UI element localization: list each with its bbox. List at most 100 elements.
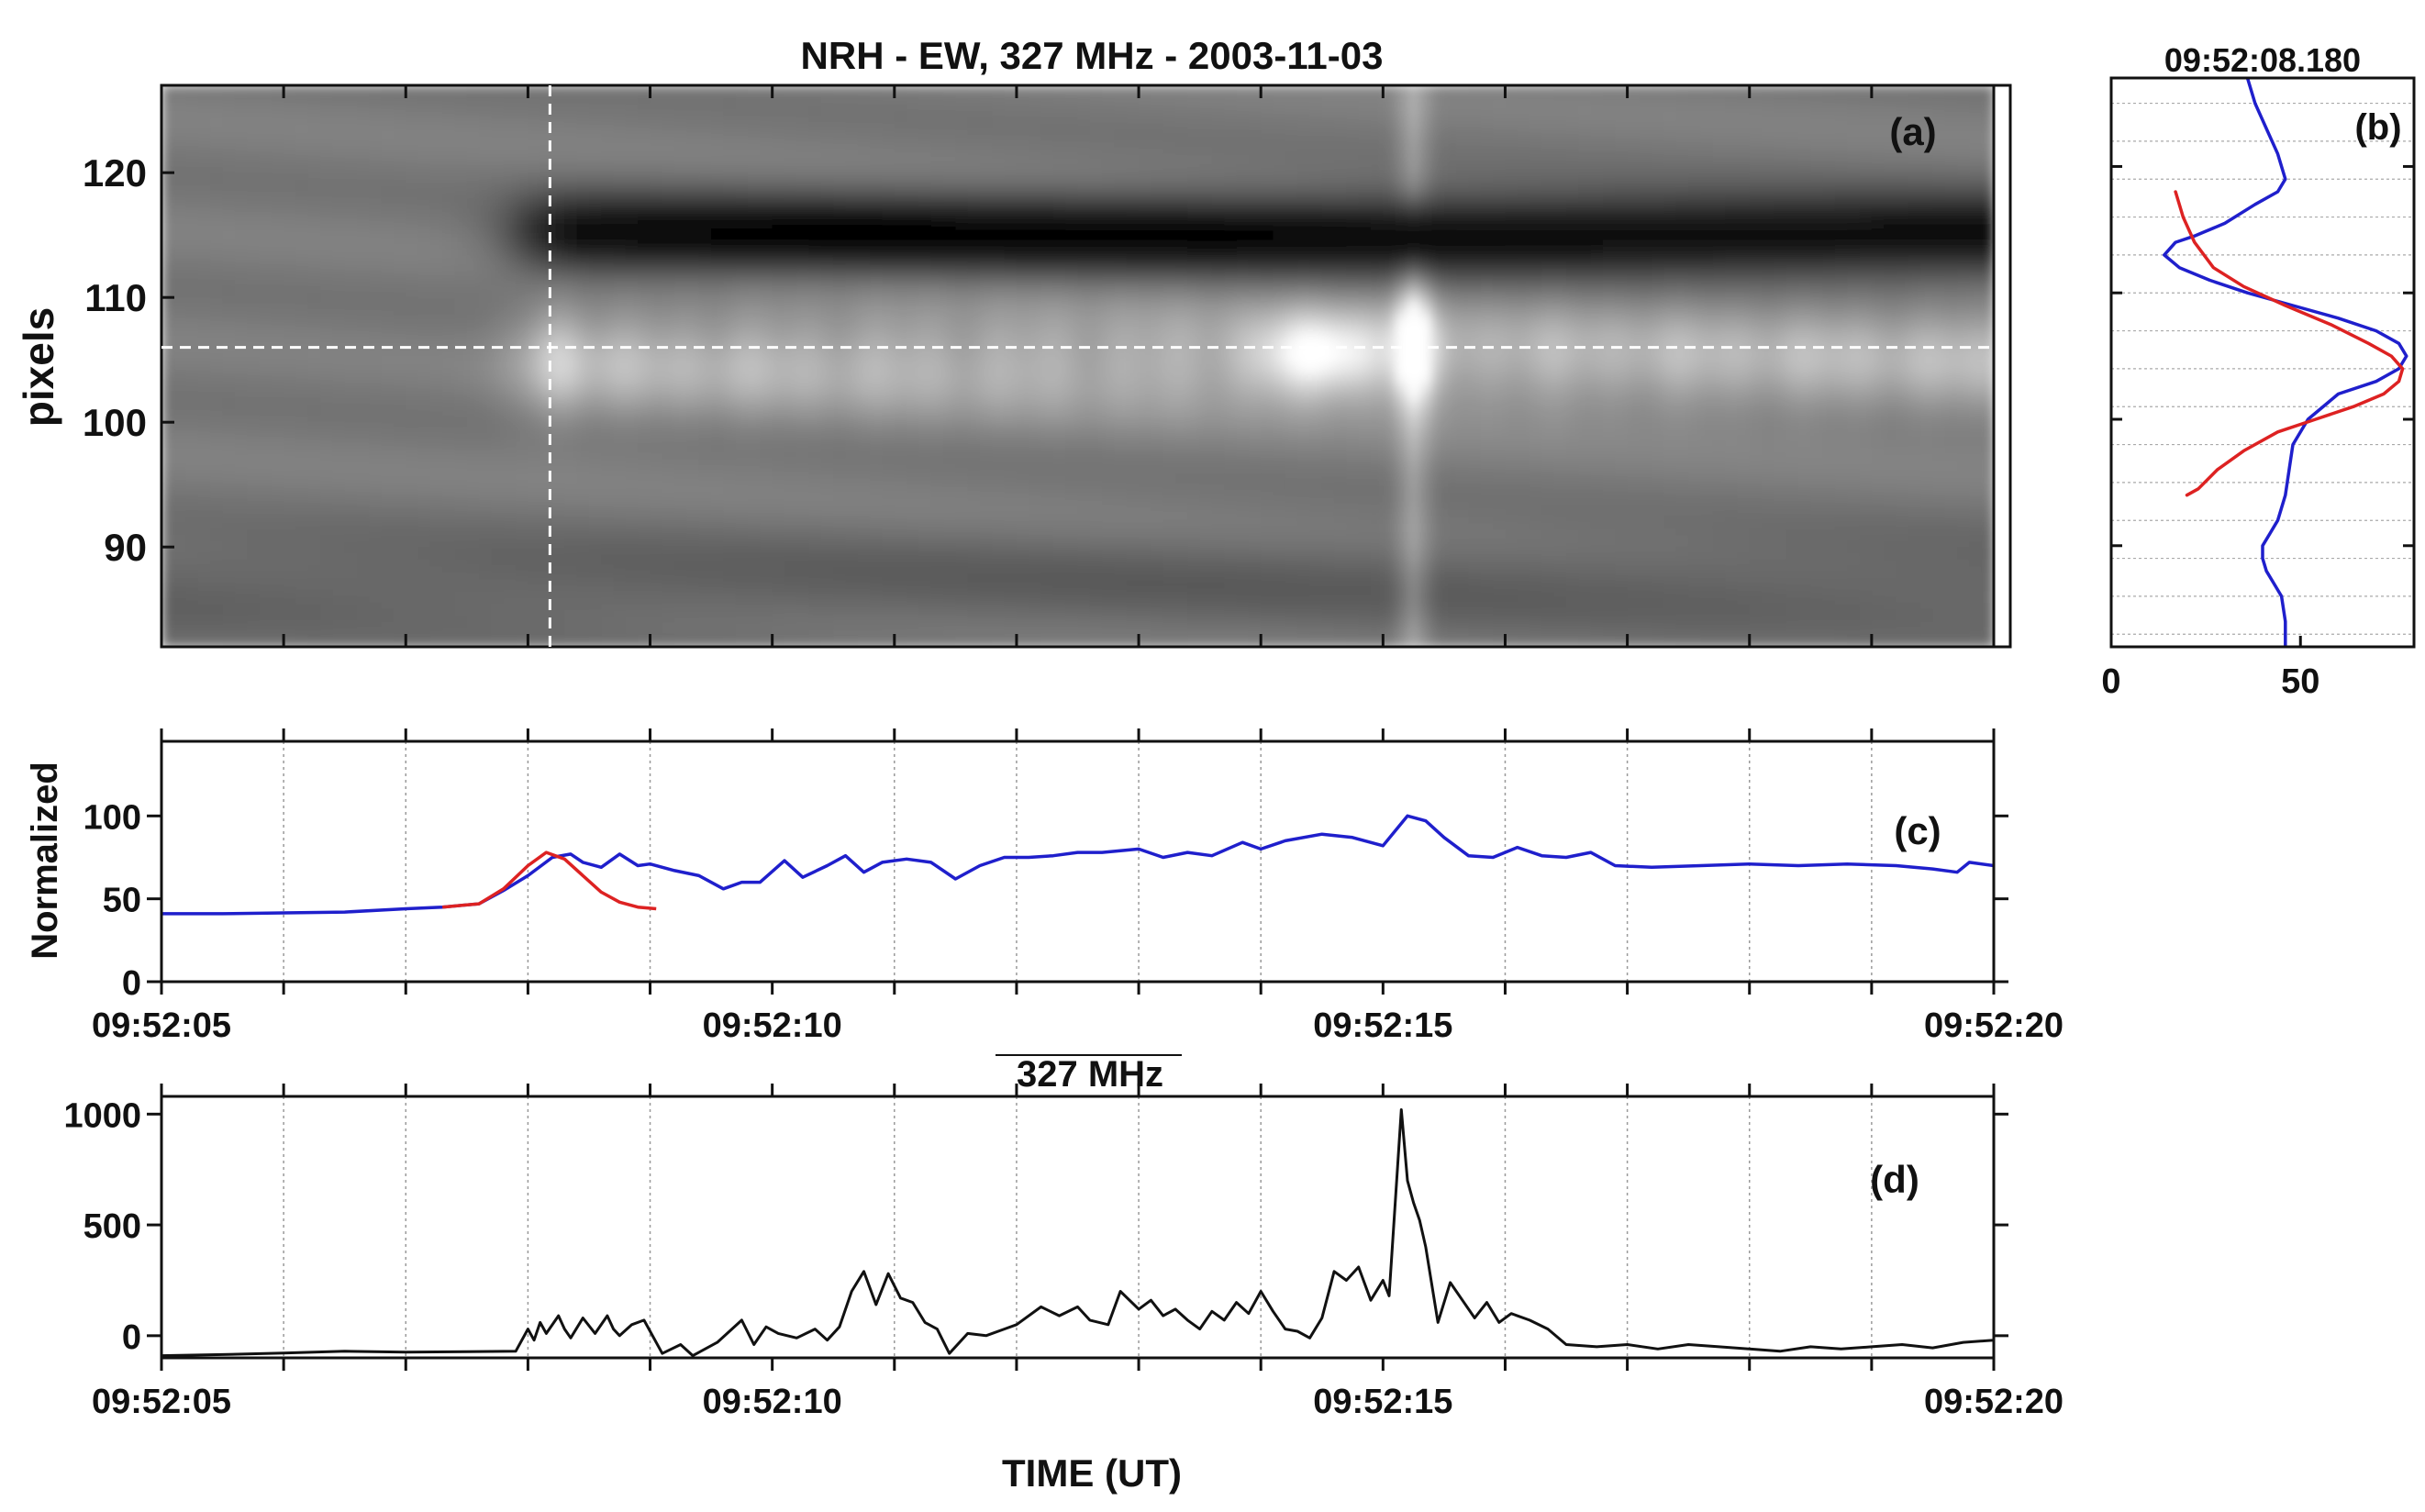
heatmap-cell	[601, 491, 615, 498]
heatmap-cell	[222, 153, 236, 161]
heatmap-cell	[564, 603, 578, 611]
heatmap-cell	[284, 372, 297, 380]
heatmap-cell	[820, 509, 835, 517]
heatmap-cell	[185, 372, 199, 380]
heatmap-cell	[625, 110, 640, 117]
heatmap-cell	[234, 447, 249, 455]
heatmap-cell	[234, 559, 249, 567]
heatmap-cell	[820, 603, 835, 611]
heatmap-cell	[735, 241, 749, 249]
heatmap-cell	[173, 578, 187, 585]
heatmap-cell	[197, 266, 212, 273]
heatmap-cell	[479, 384, 493, 393]
heatmap-cell	[748, 384, 762, 393]
heatmap-cell	[784, 328, 798, 336]
heatmap-cell	[210, 565, 224, 573]
heatmap-cell	[320, 472, 334, 480]
heatmap-cell	[454, 640, 468, 647]
heatmap-cell	[686, 453, 700, 461]
heatmap-cell	[760, 304, 773, 311]
heatmap-cell	[589, 309, 603, 317]
heatmap-cell	[528, 272, 541, 280]
heatmap-cell	[784, 85, 798, 93]
heatmap-cell	[332, 266, 346, 273]
heatmap-cell	[357, 166, 371, 174]
heatmap-cell	[185, 628, 199, 636]
heatmap-cell	[503, 434, 517, 442]
heatmap-cell	[711, 634, 725, 642]
heatmap-cell	[185, 135, 199, 143]
heatmap-cell	[284, 148, 297, 155]
heatmap-cell	[417, 141, 431, 149]
heatmap-cell	[796, 284, 810, 293]
heatmap-cell	[760, 453, 773, 461]
heatmap-cell	[833, 216, 847, 224]
heatmap-cell	[161, 216, 175, 224]
heatmap-cell	[259, 553, 273, 561]
heatmap-cell	[222, 416, 236, 424]
heatmap-cell	[723, 191, 737, 199]
heatmap-cell	[429, 104, 444, 112]
heatmap-cell	[686, 322, 700, 330]
heatmap-cell	[540, 335, 553, 342]
heatmap-cell	[307, 384, 322, 393]
heatmap-cell	[686, 166, 700, 174]
heatmap-cell	[479, 547, 493, 554]
heatmap-cell	[357, 228, 371, 237]
heatmap-cell	[576, 297, 590, 305]
heatmap-cell	[210, 204, 224, 211]
heatmap-cell	[332, 559, 346, 567]
heatmap-cell	[357, 397, 371, 405]
heatmap-cell	[344, 347, 358, 355]
heatmap-cell	[613, 596, 627, 605]
heatmap-cell	[381, 547, 395, 554]
heatmap-cell	[417, 328, 431, 336]
heatmap-cell	[748, 590, 762, 598]
heatmap-cell	[332, 565, 346, 573]
heatmap-cell	[234, 409, 249, 417]
heatmap-cell	[429, 478, 444, 486]
heatmap-cell	[357, 465, 371, 473]
heatmap-cell	[698, 235, 713, 242]
heatmap-cell	[576, 534, 590, 542]
heatmap-cell	[247, 104, 261, 112]
heatmap-cell	[307, 278, 322, 286]
heatmap-cell	[723, 148, 737, 155]
heatmap-cell	[564, 366, 578, 373]
heatmap-cell	[369, 141, 383, 149]
heatmap-cell	[625, 447, 640, 455]
heatmap-cell	[173, 522, 187, 529]
heatmap-cell	[210, 197, 224, 206]
heatmap-cell	[210, 172, 224, 180]
heatmap-cell	[516, 547, 529, 554]
heatmap-cell	[381, 328, 395, 336]
heatmap-cell	[576, 328, 590, 336]
heatmap-cell	[442, 516, 456, 523]
heatmap-cell	[711, 97, 725, 106]
heatmap-cell	[576, 460, 590, 467]
heatmap-cell	[748, 509, 762, 517]
heatmap-cell	[479, 516, 493, 523]
heatmap-cell	[381, 634, 395, 642]
heatmap-cell	[234, 235, 249, 242]
heatmap-cell	[381, 85, 395, 93]
heatmap-cell	[271, 603, 285, 611]
heatmap-cell	[234, 465, 249, 473]
heatmap-cell	[271, 191, 285, 199]
heatmap-cell	[173, 235, 187, 242]
heatmap-cell	[503, 204, 517, 211]
heatmap-cell	[662, 272, 676, 280]
heatmap-cell	[197, 540, 212, 549]
heatmap-cell	[320, 97, 334, 106]
heatmap-cell	[454, 247, 468, 255]
heatmap-cell	[307, 472, 322, 480]
heatmap-cell	[711, 528, 725, 536]
heatmap-cell	[185, 360, 199, 367]
heatmap-cell	[271, 110, 285, 117]
heatmap-cell	[417, 91, 431, 99]
heatmap-cell	[247, 559, 261, 567]
heatmap-cell	[552, 409, 566, 417]
heatmap-cell	[417, 291, 431, 299]
heatmap-cell	[369, 322, 383, 330]
heatmap-cell	[161, 253, 175, 261]
